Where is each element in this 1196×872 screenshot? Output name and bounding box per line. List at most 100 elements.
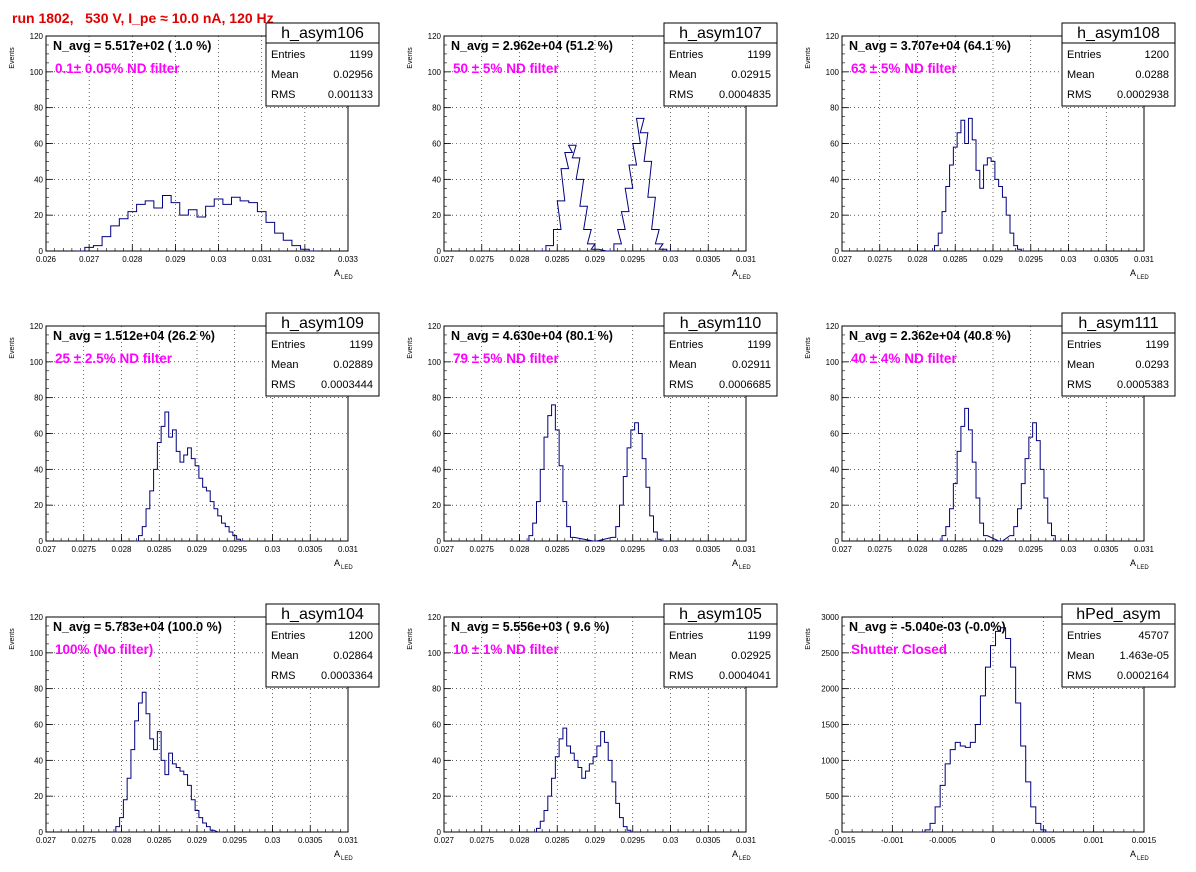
y-tick-label: 100: [428, 649, 442, 658]
y-tick-label: 80: [34, 685, 43, 694]
y-tick-label: 20: [432, 792, 441, 801]
n-avg-label: N_avg = 2.962e+04 (51.2 %): [451, 39, 613, 53]
n-avg-label: N_avg = 3.707e+04 (64.1 %): [849, 39, 1011, 53]
stats-value-entries: 1199: [747, 49, 771, 61]
x-tick-label: 0.001: [1084, 836, 1105, 845]
x-tick-label: 0.031: [1134, 545, 1155, 554]
x-tick-label: 0.027: [434, 255, 455, 264]
stats-label-entries: Entries: [669, 49, 704, 61]
x-tick-label: 0.0305: [696, 255, 721, 264]
y-tick-label: 80: [34, 394, 43, 403]
y-tick-label: 20: [830, 501, 839, 510]
stats-value-entries: 1199: [349, 339, 373, 351]
x-tick-label: 0.0295: [223, 836, 248, 845]
x-axis-title: A: [334, 268, 340, 278]
x-tick-label: 0.031: [338, 836, 359, 845]
stats-label-mean: Mean: [669, 650, 697, 662]
y-tick-label: 120: [428, 613, 442, 622]
y-tick-label: 0: [437, 828, 442, 837]
y-tick-label: 60: [830, 140, 839, 149]
x-tick-label: 0.0285: [545, 836, 570, 845]
stats-label-mean: Mean: [669, 359, 697, 371]
x-tick-label: 0.031: [252, 255, 273, 264]
y-tick-label: 60: [34, 430, 43, 439]
y-tick-label: 120: [826, 322, 840, 331]
n-avg-label: N_avg = 2.362e+04 (40.8 %): [849, 329, 1011, 343]
x-tick-label: 0.029: [585, 255, 606, 264]
y-axis-title: Events: [9, 337, 16, 359]
run-title: run 1802, 530 V, I_pe ≈ 10.0 nA, 120 Hz: [12, 10, 274, 26]
y-tick-label: 0: [39, 247, 44, 256]
histogram-line: [930, 117, 1026, 252]
stats-value-rms: 0.0003444: [321, 379, 373, 391]
stats-box: [663, 332, 778, 397]
y-axis-title: Events: [805, 337, 812, 359]
y-tick-label: 40: [34, 465, 43, 474]
x-tick-label: 0.028: [111, 545, 132, 554]
x-tick-label: 0.0275: [868, 255, 893, 264]
n-avg-label: N_avg = 5.517e+02 ( 1.0 %): [53, 39, 211, 53]
y-tick-label: 0: [39, 537, 44, 546]
x-tick-label: 0.028: [122, 255, 143, 264]
x-tick-label: 0.028: [509, 255, 530, 264]
x-tick-label: 0.03: [265, 545, 281, 554]
stats-value-rms: 0.0004041: [719, 670, 771, 682]
y-tick-label: 80: [830, 104, 839, 113]
y-tick-label: 80: [432, 685, 441, 694]
stats-value-rms: 0.0004835: [719, 89, 771, 101]
x-tick-label: 0.029: [585, 545, 606, 554]
y-tick-label: 60: [34, 140, 43, 149]
x-axis-title-subscript: LED: [341, 565, 353, 571]
y-tick-label: 1500: [821, 721, 839, 730]
x-tick-label: 0.0285: [943, 255, 968, 264]
x-axis-title: A: [732, 268, 738, 278]
x-tick-label: 0.0305: [696, 545, 721, 554]
stats-value-mean: 1.463e-05: [1119, 650, 1169, 662]
stats-value-mean: 0.02911: [732, 359, 771, 371]
stats-value-entries: 1199: [747, 630, 771, 642]
x-tick-label: 0.027: [36, 545, 57, 554]
x-axis-title: A: [1130, 268, 1136, 278]
x-tick-label: 0.0305: [1094, 545, 1119, 554]
x-tick-label: 0.028: [907, 255, 928, 264]
x-tick-label: 0.028: [509, 545, 530, 554]
stats-histogram-name: h_asym111: [1078, 315, 1158, 332]
panel-h_asym111: 0 20 40 60 80 100 120 0.027 0.0275 0.028 0.0285 0.0…: [805, 312, 1176, 571]
x-tick-label: 0.0305: [298, 545, 323, 554]
x-tick-label: 0.03: [663, 545, 679, 554]
x-tick-label: -0.001: [881, 836, 904, 845]
y-tick-label: 40: [432, 465, 441, 474]
stats-value-entries: 1199: [747, 339, 771, 351]
x-tick-label: 0.0275: [470, 836, 495, 845]
histogram-line: [112, 691, 222, 833]
x-tick-label: 0.028: [509, 836, 530, 845]
x-tick-label: 0.03: [1061, 545, 1077, 554]
y-tick-label: 80: [830, 394, 839, 403]
stats-histogram-name: h_asym108: [1077, 25, 1160, 42]
filter-label: 79 ± 5% ND filter: [453, 351, 559, 366]
x-tick-label: 0.0275: [72, 836, 97, 845]
y-axis-title: Events: [9, 47, 16, 69]
stats-value-mean: 0.02956: [333, 69, 373, 81]
y-tick-label: 100: [30, 68, 44, 77]
y-tick-label: 120: [30, 322, 44, 331]
histogram-line: [76, 194, 318, 252]
filter-label: 100% (No filter): [55, 642, 153, 657]
y-tick-label: 60: [34, 721, 43, 730]
y-tick-label: 0: [835, 537, 840, 546]
stats-label-entries: Entries: [1067, 630, 1102, 642]
x-tick-label: 0: [991, 836, 996, 845]
x-tick-label: 0.0285: [943, 545, 968, 554]
stats-label-rms: RMS: [1067, 379, 1091, 391]
stats-label-mean: Mean: [669, 69, 697, 81]
histogram-line: [538, 117, 675, 252]
x-tick-label: 0.0295: [621, 836, 646, 845]
x-tick-label: 0.029: [983, 255, 1004, 264]
x-tick-label: 0.027: [832, 255, 853, 264]
stats-label-entries: Entries: [1067, 339, 1102, 351]
x-tick-label: 0.0285: [545, 545, 570, 554]
panel-h_asym106: 0 20 40 60 80 100 120 0.026 0.027 0.028 0.029 0.03 0…: [9, 22, 380, 281]
filter-label: 10 ± 1% ND filter: [453, 642, 559, 657]
stats-label-rms: RMS: [1067, 670, 1091, 682]
x-tick-label: 0.0275: [470, 545, 495, 554]
